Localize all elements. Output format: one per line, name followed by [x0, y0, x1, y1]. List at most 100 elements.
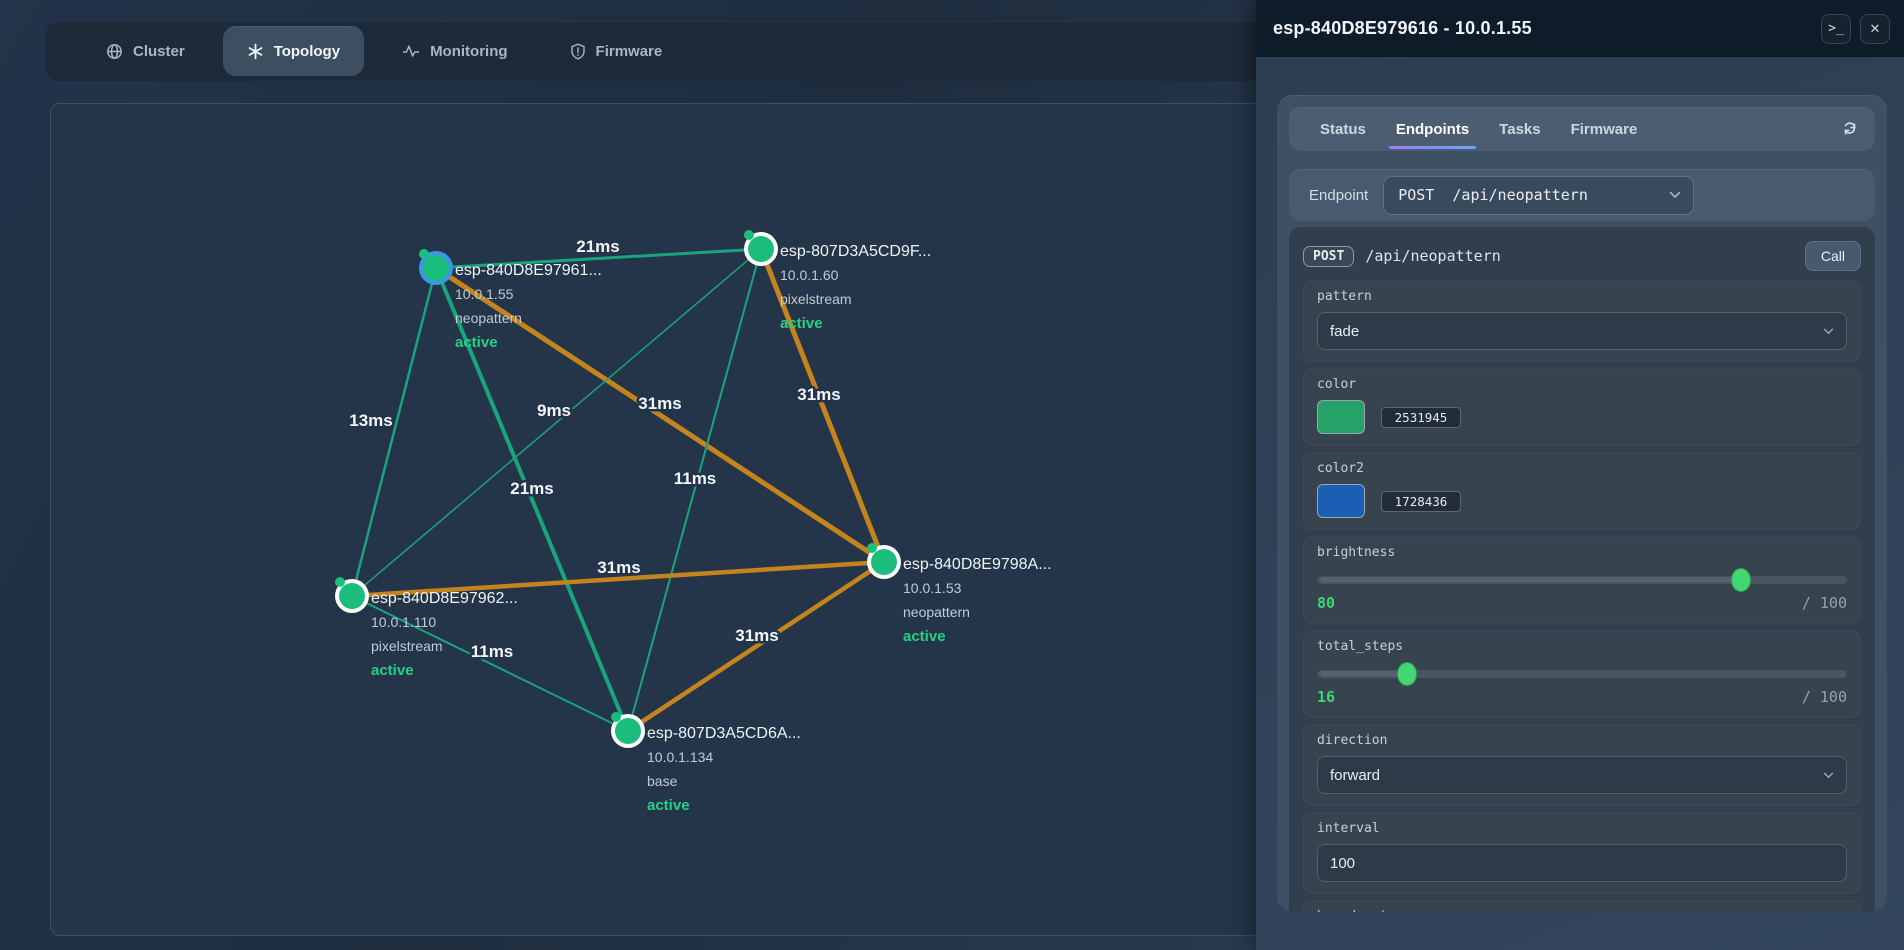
edge-latency-label: 13ms [349, 411, 392, 430]
field-pattern: pattern fade [1303, 280, 1861, 362]
node-status-dot [419, 249, 429, 259]
endpoint-selector-row: Endpoint POST /api/neopattern [1289, 169, 1875, 221]
node-ip: 10.0.1.134 [647, 749, 713, 765]
tab-status[interactable]: Status [1320, 120, 1366, 138]
topology-edge [627, 248, 762, 732]
node-circle [871, 549, 897, 575]
field-color: color 2531945 [1303, 368, 1861, 446]
node-circle [615, 718, 641, 744]
drawer-header: esp-840D8E979616 - 10.0.1.55 >_ ✕ [1256, 0, 1904, 57]
field-color2: color2 1728436 [1303, 452, 1861, 530]
drawer-tabbar: Status Endpoints Tasks Firmware [1289, 107, 1875, 151]
field-brightness: brightness 80 / 100 [1303, 536, 1861, 624]
tab-firmware[interactable]: Firmware [1570, 120, 1638, 138]
endpoint-path: /api/neopattern [1365, 247, 1501, 265]
node-ip: 10.0.1.110 [371, 614, 436, 630]
method-badge: POST [1303, 245, 1355, 267]
topology-node[interactable]: esp-840D8E97961... 10.0.1.55 neopattern act… [419, 249, 602, 351]
topology-node[interactable]: esp-840D8E97962... 10.0.1.110 pixelstream a… [335, 577, 518, 679]
slider-value: 80 [1317, 594, 1336, 612]
topology-node[interactable]: esp-840D8E9798A... 10.0.1.53 neopattern act… [867, 543, 1052, 645]
device-drawer-panel: esp-840D8E979616 - 10.0.1.55 >_ ✕ Status… [1256, 0, 1904, 950]
node-name: esp-840D8E97961... [455, 262, 602, 279]
total-steps-slider[interactable] [1317, 662, 1847, 686]
node-role: base [647, 773, 678, 789]
direction-select[interactable]: forward [1317, 756, 1847, 794]
nav-item-label: Cluster [133, 42, 185, 60]
brightness-slider[interactable] [1317, 568, 1847, 592]
topology-edge [625, 559, 887, 734]
topology-edge [351, 248, 762, 597]
tab-tasks[interactable]: Tasks [1499, 120, 1541, 138]
top-navbar: Cluster Topology Monitoring Firmware [46, 21, 1262, 81]
node-status-dot [867, 543, 877, 553]
color-value-input[interactable]: 2531945 [1381, 406, 1461, 428]
node-status: active [647, 797, 690, 814]
node-role: neopattern [903, 604, 970, 620]
field-label: broadcast [1317, 909, 1847, 912]
topology-node[interactable]: esp-807D3A5CD6A... 10.0.1.134 base active [611, 712, 801, 814]
nav-item-label: Monitoring [430, 42, 508, 60]
endpoint-header-row: POST /api/neopattern Call [1303, 238, 1861, 274]
topology-edge [434, 247, 763, 270]
terminal-icon[interactable]: >_ [1821, 13, 1851, 44]
chevron-down-icon [1823, 772, 1834, 779]
pattern-select[interactable]: fade [1317, 312, 1847, 350]
edge-latency-label: 21ms [576, 237, 619, 256]
chevron-down-icon [1669, 191, 1681, 199]
nav-item-cluster[interactable]: Cluster [82, 26, 209, 76]
topology-edge [349, 559, 887, 599]
endpoint-selector-label: Endpoint [1309, 186, 1369, 204]
node-ip: 10.0.1.55 [455, 286, 514, 302]
node-role: neopattern [455, 310, 522, 326]
node-role: pixelstream [371, 638, 443, 654]
nav-item-topology[interactable]: Topology [222, 26, 365, 76]
slider-thumb[interactable] [1731, 568, 1751, 592]
edge-latency-label: 31ms [735, 626, 778, 645]
topology-edge [351, 595, 629, 732]
node-ip: 10.0.1.53 [903, 580, 962, 596]
chevron-down-icon [1823, 328, 1834, 335]
edge-latency-label: 11ms [471, 642, 514, 661]
node-status: active [780, 315, 823, 332]
slider-fill [1321, 671, 1404, 676]
interval-input[interactable]: 100 [1317, 844, 1847, 882]
edge-latency-label: 31ms [638, 394, 681, 413]
topology-node[interactable]: esp-807D3A5CD9F... 10.0.1.60 pixelstream ac… [744, 230, 931, 332]
field-label: color2 [1317, 461, 1364, 476]
nav-item-label: Firmware [595, 42, 663, 60]
endpoint-select[interactable]: POST /api/neopattern [1383, 175, 1695, 215]
edge-latency-label: 9ms [537, 401, 571, 420]
color2-swatch[interactable] [1317, 484, 1365, 518]
node-ip: 10.0.1.60 [780, 267, 839, 283]
slider-max: / 100 [1801, 594, 1847, 612]
node-name: esp-840D8E9798A... [903, 556, 1052, 573]
active-tab-underline [1388, 145, 1477, 149]
topology-icon [247, 43, 264, 60]
call-button[interactable]: Call [1804, 241, 1861, 271]
slider-thumb[interactable] [1397, 662, 1418, 686]
monitoring-pulse-icon [402, 43, 420, 59]
cluster-globe-icon [106, 43, 123, 60]
nav-item-monitoring[interactable]: Monitoring [378, 26, 531, 76]
tab-endpoints[interactable]: Endpoints [1385, 107, 1480, 151]
topology-edge [433, 265, 887, 565]
nav-item-label: Topology [273, 42, 341, 60]
edge-latency-label: 31ms [597, 558, 640, 577]
nav-item-firmware[interactable]: Firmware [546, 26, 687, 76]
field-interval: interval 100 [1303, 812, 1861, 894]
node-name: esp-807D3A5CD6A... [647, 725, 801, 742]
color2-value-input[interactable]: 1728436 [1381, 490, 1461, 512]
node-circle [339, 583, 365, 609]
color-swatch[interactable] [1317, 400, 1365, 434]
refresh-icon[interactable] [1841, 120, 1859, 138]
field-label: interval [1317, 821, 1380, 836]
field-label: pattern [1317, 289, 1372, 304]
close-icon[interactable]: ✕ [1860, 13, 1890, 44]
topology-canvas[interactable]: esp-840D8E97961... 10.0.1.55 neopattern act… [50, 103, 1262, 936]
node-circle [423, 255, 449, 281]
firmware-shield-icon [570, 42, 586, 60]
field-total-steps: total_steps 16 / 100 [1303, 630, 1861, 718]
slider-max: / 100 [1801, 688, 1847, 706]
topology-edge [350, 266, 438, 598]
